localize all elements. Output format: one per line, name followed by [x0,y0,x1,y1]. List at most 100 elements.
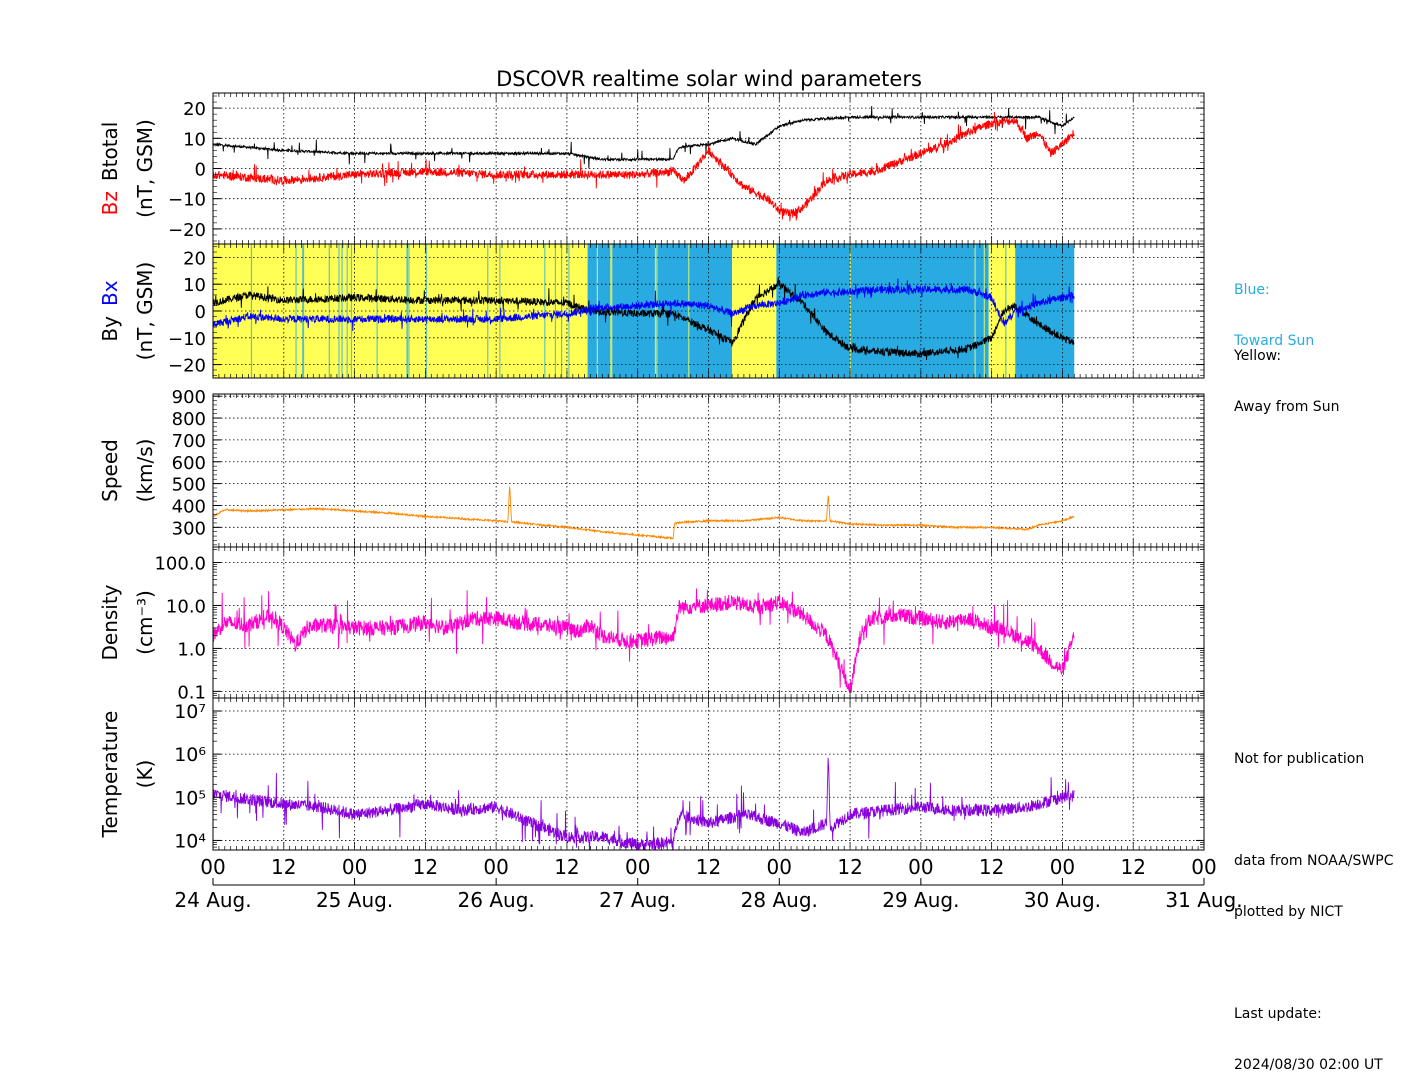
y-tick-label: 10 [183,275,206,296]
x-date-label: 29 Aug. [882,888,959,912]
y-tick-label: −20 [168,220,206,241]
y-axis-label-part: Btotal [98,122,122,191]
data-source-note: data from NOAA/SWPC [1234,853,1394,869]
y-tick-label: 10 [183,129,206,150]
y-tick-label: 400 [172,496,206,517]
y-tick-label: 0 [195,302,206,323]
legend-blue-title: Blue: [1234,282,1270,298]
panel-density: 100.0 10.0 1.0 0.1 Density (cm⁻³) [98,546,1205,703]
panel-btotal: 20 10 0 −10 −20 Bz Btotal (nT, GSM) [98,92,1205,245]
sector-streak [406,244,408,378]
y-tick-label: 20 [183,248,206,269]
x-date-label: 25 Aug. [316,888,393,912]
sector-streak [499,244,501,378]
not-for-publication-note: Not for publication [1234,751,1365,767]
y-axis-units: (km/s) [133,439,157,503]
plotted-by-note: plotted by NICT [1234,904,1343,920]
x-tick-label: 00 [483,855,508,879]
y-axis-label-part: Bx [98,280,122,316]
x-tick-label: 00 [1191,855,1216,879]
x-tick-label: 00 [342,855,367,879]
x-tick-label: 00 [1050,855,1075,879]
x-tick-label: 00 [767,855,792,879]
series-line-btotal [213,105,1075,169]
x-tick-label: 12 [413,855,438,879]
y-axis-label-part: Bz [98,191,122,215]
y-tick-label: 600 [172,453,206,474]
y-tick-label: 700 [172,431,206,452]
sector-streak [408,244,410,378]
sector-streak [302,244,305,378]
sector-streak [688,244,690,378]
last-update-value: 2024/08/30 02:00 UT [1234,1057,1383,1073]
y-tick-label: 10.0 [166,596,206,617]
y-tick-label: −20 [168,356,206,377]
y-axis-label-part: Speed [98,439,122,502]
y-tick-label: 20 [183,99,206,120]
y-tick-label: 0 [195,160,206,181]
series-line-density [213,588,1075,694]
chart-title: DSCOVR realtime solar wind parameters [496,67,922,91]
y-axis-label: Speed [98,439,122,502]
y-axis-units: (nT, GSM) [133,119,157,218]
sector-streak [983,244,985,378]
sector-streak [544,244,546,378]
series-line-bz [213,111,1075,222]
series-line-by [213,277,1075,361]
series-line-bx [213,278,1075,332]
y-axis-units: (K) [133,760,157,789]
y-tick-label: 800 [172,409,206,430]
y-tick-label: 10⁷ [174,701,206,723]
x-tick-label: 12 [696,855,721,879]
y-tick-label: −10 [168,329,206,350]
sector-streak [568,244,570,378]
y-tick-label: −10 [168,190,206,211]
panel-bxby: 20 10 0 −10 −20 By Bx (nT, GSM) [98,243,1205,379]
y-tick-label: 10⁵ [174,787,206,809]
legend-blue-text: Toward Sun [1234,333,1315,349]
sector-streak [350,244,353,378]
sector-streak [302,244,304,378]
x-date-label: 30 Aug. [1024,888,1101,912]
y-axis-label-part: Density [98,584,122,660]
sector-streak [338,244,340,378]
sector-streak [250,244,253,378]
last-update-label: Last update: [1234,1006,1322,1022]
x-date-label: 28 Aug. [741,888,818,912]
y-tick-label: 1.0 [177,639,206,660]
y-tick-label: 0.1 [177,682,206,703]
y-tick-label: 900 [172,387,206,408]
y-tick-label: 100.0 [154,554,206,575]
sector-streak [974,244,976,378]
y-axis-units: (nT, GSM) [133,262,157,361]
legend-yellow-text: Away from Sun [1234,399,1340,415]
y-tick-label: 300 [172,518,206,539]
y-axis-label: By Bx [98,280,122,341]
x-tick-label: 12 [979,855,1004,879]
y-tick-label: 10⁴ [174,830,206,852]
sector-streak [346,244,348,378]
x-tick-label: 12 [271,855,296,879]
x-tick-label: 00 [625,855,650,879]
x-axis: 00 12 00 12 00 12 00 12 00 12 00 12 00 12 00 24 Aug. 25 … [174,855,1242,912]
x-date-label: 31 Aug. [1165,888,1242,912]
y-axis-label-part: Temperature [98,711,122,839]
y-tick-label: 500 [172,475,206,496]
solar-wind-chart: DSCOVR realtime solar wind parameters 20… [98,67,1243,912]
footer-notes: Not for publication data from NOAA/SWPC … [1234,717,1393,1091]
x-tick-label: 12 [554,855,579,879]
y-tick-label: 10⁶ [174,744,206,766]
x-tick-label: 00 [908,855,933,879]
x-date-label: 24 Aug. [174,888,251,912]
sector-streak [295,244,297,378]
y-axis-label: Temperature [98,711,122,839]
x-date-label: 27 Aug. [599,888,676,912]
x-tick-label: 00 [200,855,225,879]
sector-streak [554,244,557,378]
x-tick-label: 12 [1120,855,1145,879]
legend-blue: Blue: Toward Sun [1234,248,1314,367]
x-date-label: 26 Aug. [458,888,535,912]
x-tick-label: 12 [837,855,862,879]
legend-yellow-title: Yellow: [1234,348,1282,364]
